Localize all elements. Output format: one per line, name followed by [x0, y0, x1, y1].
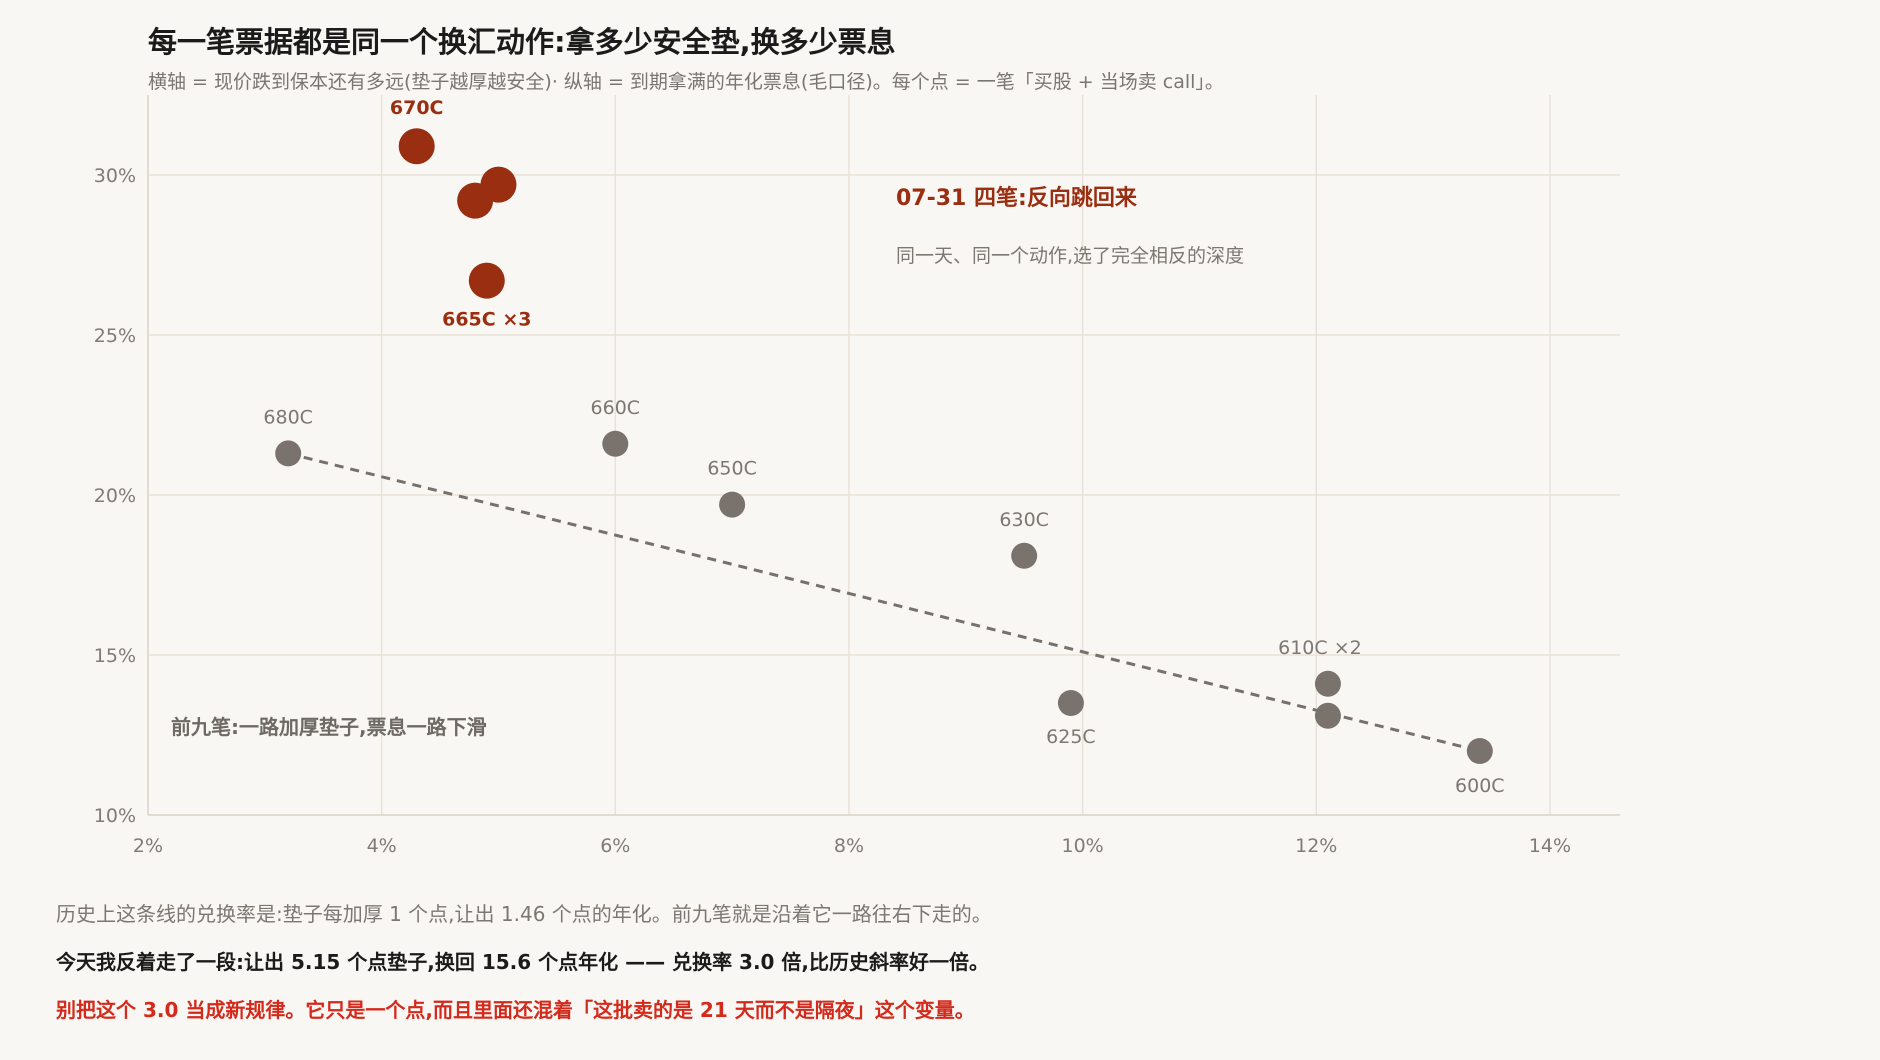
- data-point: [1314, 670, 1341, 697]
- chart-title: 每一笔票据都是同一个换汇动作:拿多少安全垫,换多少票息: [148, 25, 896, 59]
- x-tick-label: 2%: [133, 835, 163, 857]
- point-label: 600C: [1455, 775, 1505, 797]
- highlight-point-label: 670C: [390, 97, 444, 119]
- y-tick-label: 15%: [94, 645, 136, 667]
- axes: 2% 4% 6% 8% 10% 12% 14% 10% 15% 20% 25% 30%: [94, 95, 1620, 857]
- point-label: 630C: [999, 509, 1049, 531]
- left-annotation: 前九笔:一路加厚垫子,票息一路下滑: [171, 715, 487, 739]
- highlight-data-point: [480, 166, 517, 203]
- x-tick-label: 8%: [834, 835, 864, 857]
- highlight-annotation-subtitle: 同一天、同一个动作,选了完全相反的深度: [896, 245, 1244, 267]
- note-warning: 别把这个 3.0 当成新规律。它只是一个点,而且里面还混着「这批卖的是 21 天…: [56, 998, 975, 1022]
- highlight-data-point: [398, 128, 435, 165]
- highlight-data-point: [468, 262, 505, 299]
- data-point: [1314, 702, 1341, 729]
- y-tick-label: 20%: [94, 485, 136, 507]
- note-history-rate: 历史上这条线的兑换率是:垫子每加厚 1 个点,让出 1.46 个点的年化。前九笔…: [56, 902, 992, 926]
- x-tick-label: 14%: [1529, 835, 1571, 857]
- data-point: [602, 430, 629, 457]
- point-labels: 680C 660C 650C 630C 625C 610C ×2 600C 670C 665C …: [263, 97, 1504, 797]
- point-label: 625C: [1046, 726, 1096, 748]
- point-label: 680C: [263, 406, 313, 428]
- data-point: [1466, 738, 1493, 764]
- chart-subtitle: 横轴 = 现价跌到保本还有多远(垫子越厚越安全)· 纵轴 = 到期拿满的年化票息…: [148, 70, 1224, 93]
- x-tick-label: 4%: [367, 835, 397, 857]
- point-label: 660C: [591, 397, 641, 419]
- y-tick-label: 25%: [94, 325, 136, 347]
- x-tick-label: 6%: [600, 835, 630, 857]
- data-point: [719, 491, 746, 518]
- points-layer: [275, 128, 1493, 764]
- point-label: 610C ×2: [1278, 637, 1362, 659]
- data-point: [1011, 542, 1038, 569]
- highlight-point-label: 665C ×3: [442, 309, 531, 331]
- trend-line: [287, 451, 1481, 753]
- point-label: 650C: [707, 458, 757, 480]
- data-point: [275, 440, 302, 467]
- y-tick-label: 30%: [94, 165, 136, 187]
- trend-layer: [287, 451, 1481, 753]
- note-today-rate: 今天我反着走了一段:让出 5.15 个点垫子,换回 15.6 个点年化 —— 兑…: [56, 950, 990, 974]
- gridlines: [147, 95, 1620, 816]
- y-tick-label: 10%: [94, 805, 136, 827]
- x-tick-label: 10%: [1061, 835, 1103, 857]
- notes-block: 历史上这条线的兑换率是:垫子每加厚 1 个点,让出 1.46 个点的年化。前九笔…: [56, 902, 1836, 1046]
- x-tick-label: 12%: [1295, 835, 1337, 857]
- data-point: [1057, 690, 1084, 716]
- highlight-annotation-title: 07-31 四笔:反向跳回来: [896, 185, 1138, 211]
